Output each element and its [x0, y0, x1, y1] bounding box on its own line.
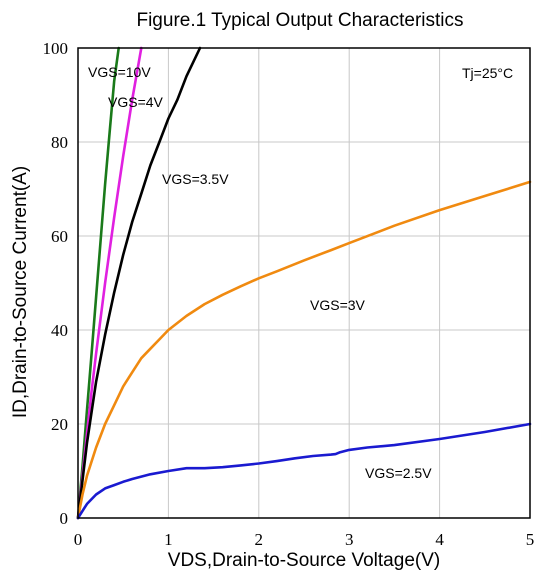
chart-title: Figure.1 Typical Output Characteristics [136, 10, 463, 31]
temperature-annotation: Tj=25°C [462, 65, 513, 81]
y-tick-label: 20 [51, 415, 68, 434]
series-line-vgs3.5v [76, 46, 202, 520]
y-tick-label: 80 [51, 133, 68, 152]
x-axis-label: VDS,Drain-to-Source Voltage(V) [168, 550, 440, 571]
series-labels: VGS=10V VGS=4V VGS=3.5V VGS=3V VGS=2.5V [88, 64, 432, 481]
series-label: VGS=10V [88, 64, 151, 80]
x-tick-label: 5 [526, 530, 535, 549]
series-label: VGS=3.5V [162, 171, 229, 187]
y-tick-label: 60 [51, 227, 68, 246]
y-axis-label: ID,Drain-to-Source Current(A) [10, 166, 31, 418]
y-tick-label: 40 [51, 321, 68, 340]
x-tick-label: 3 [345, 530, 354, 549]
x-tick-labels: 0 1 2 3 4 5 [74, 530, 535, 549]
series-line-vgs2.5v [76, 422, 532, 520]
series-line-vgs3v [76, 180, 532, 520]
series-label: VGS=2.5V [365, 465, 432, 481]
series-label: VGS=3V [310, 297, 366, 313]
x-tick-label: 2 [255, 530, 264, 549]
x-tick-label: 4 [435, 530, 444, 549]
y-tick-label: 0 [60, 509, 69, 528]
series-line-vgs10v [76, 46, 120, 520]
series-label: VGS=4V [108, 94, 164, 110]
y-tick-label: 100 [43, 39, 69, 58]
series-lines [76, 46, 532, 520]
plot-frame [77, 47, 531, 519]
x-tick-label: 1 [164, 530, 173, 549]
grid [78, 48, 530, 518]
x-tick-label: 0 [74, 530, 83, 549]
y-tick-labels: 0 20 40 60 80 100 [43, 39, 69, 528]
